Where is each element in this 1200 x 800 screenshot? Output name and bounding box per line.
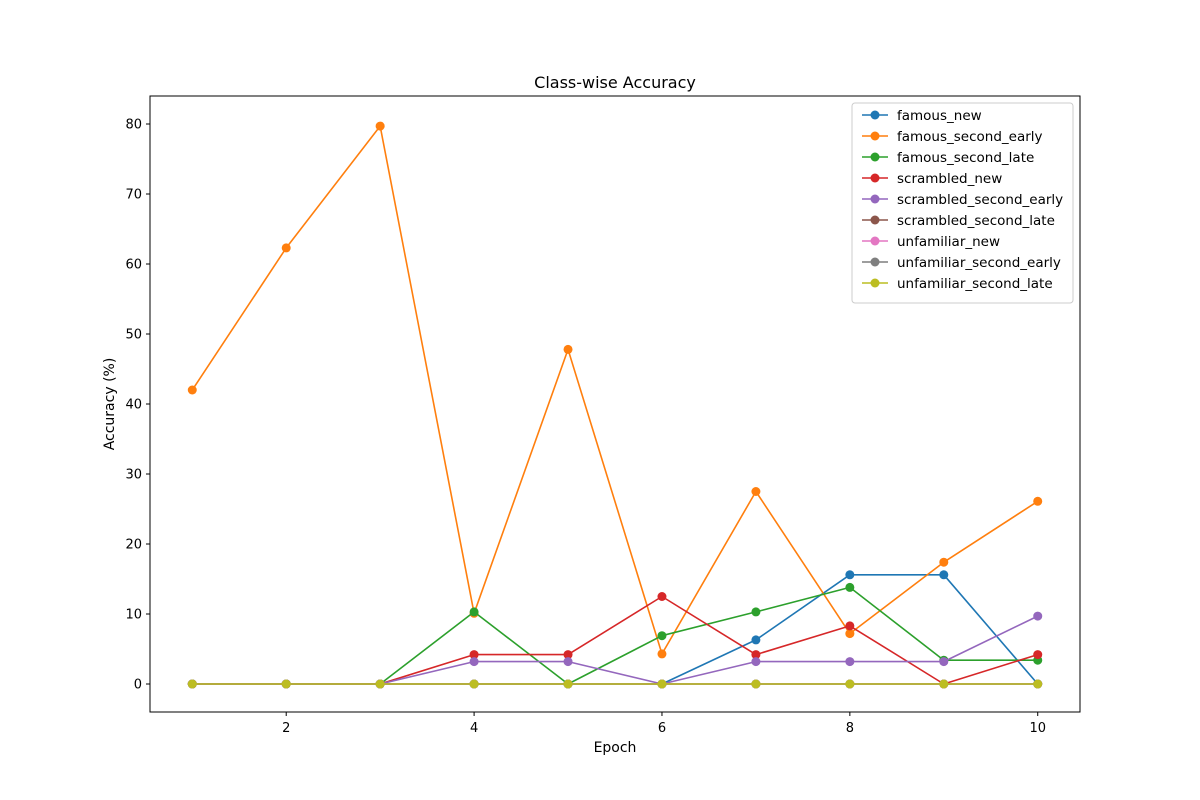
data-point: [751, 607, 761, 617]
data-point: [939, 679, 949, 689]
data-point: [563, 679, 573, 689]
legend-swatch-marker: [870, 194, 880, 204]
data-point: [281, 243, 291, 253]
y-tick-label: 10: [125, 608, 142, 623]
legend-swatch-marker: [870, 173, 880, 183]
data-point: [751, 635, 761, 645]
y-tick-label: 60: [125, 258, 142, 273]
data-point: [563, 344, 573, 354]
legend-label: scrambled_new: [897, 171, 1002, 187]
y-tick-label: 0: [134, 678, 142, 693]
legend-item: famous_new: [862, 108, 982, 124]
y-tick-label: 30: [125, 468, 142, 483]
legend-label: unfamiliar_new: [897, 234, 1000, 250]
legend-swatch-marker: [870, 131, 880, 141]
data-point: [281, 679, 291, 689]
data-point: [751, 679, 761, 689]
data-point: [939, 557, 949, 567]
data-point: [1033, 611, 1043, 621]
legend-swatch-marker: [870, 152, 880, 162]
x-tick-label: 8: [846, 721, 854, 736]
data-point: [751, 650, 761, 660]
data-point: [1033, 650, 1043, 660]
data-point: [845, 582, 855, 592]
chart-title: Class-wise Accuracy: [534, 73, 696, 92]
x-tick-label: 4: [470, 721, 478, 736]
plot-area: [187, 121, 1043, 689]
data-point: [469, 657, 479, 667]
data-point: [563, 657, 573, 667]
legend-label: scrambled_second_late: [897, 213, 1055, 229]
data-point: [187, 385, 197, 395]
legend-item: scrambled_new: [862, 171, 1002, 187]
data-point: [1033, 496, 1043, 506]
legend-item: famous_second_early: [862, 129, 1043, 145]
data-point: [563, 650, 573, 660]
legend-label: unfamiliar_second_late: [897, 276, 1053, 292]
axes: 2 4 6 8 10 0 10 20 30 40 50 60 70 80: [125, 95, 1081, 736]
x-tick-label: 6: [658, 721, 666, 736]
legend-swatch-marker: [870, 215, 880, 225]
legend-item: famous_second_late: [862, 150, 1034, 166]
data-point: [751, 487, 761, 496]
legend-item: unfamiliar_new: [862, 234, 1000, 250]
data-point: [939, 570, 949, 580]
legend: famous_new famous_second_early famous_seco…: [851, 102, 1074, 304]
legend-label: famous_second_late: [897, 150, 1034, 166]
legend-label: scrambled_second_early: [897, 192, 1063, 208]
data-point: [657, 649, 667, 659]
legend-item: unfamiliar_second_late: [862, 276, 1053, 292]
data-point: [469, 679, 479, 689]
series-line: [191, 125, 1039, 655]
legend-box: [851, 102, 1074, 304]
y-tick-label: 20: [125, 538, 142, 553]
data-point: [845, 629, 855, 639]
data-point: [657, 679, 667, 689]
legend-item: scrambled_second_late: [862, 213, 1055, 229]
data-point: [845, 657, 855, 667]
data-point: [469, 607, 479, 617]
series-famous_second_early: [187, 121, 1043, 659]
legend-swatch-marker: [870, 257, 880, 267]
data-point: [375, 121, 385, 131]
x-tick-label: 10: [1029, 721, 1046, 736]
data-point: [845, 621, 855, 631]
data-point: [657, 592, 667, 601]
data-point: [375, 679, 385, 689]
y-tick-label: 80: [125, 118, 142, 133]
legend-item: unfamiliar_second_early: [862, 255, 1061, 271]
y-tick-label: 70: [125, 188, 142, 203]
data-point: [1033, 679, 1043, 689]
legend-label: unfamiliar_second_early: [897, 255, 1061, 271]
data-point: [469, 650, 479, 660]
data-point: [939, 657, 949, 667]
y-tick-label: 50: [125, 328, 142, 343]
legend-swatch-marker: [870, 278, 880, 288]
data-point: [187, 679, 197, 689]
data-point: [845, 679, 855, 689]
data-point: [845, 570, 855, 580]
legend-label: famous_new: [897, 108, 982, 124]
data-point: [657, 631, 667, 641]
x-axis-label: Epoch: [594, 740, 637, 756]
y-tick-label: 40: [125, 398, 142, 413]
data-point: [751, 657, 761, 667]
legend-swatch-marker: [870, 236, 880, 246]
legend-item: scrambled_second_early: [862, 192, 1063, 208]
x-tick-label: 2: [282, 721, 290, 736]
y-axis-label: Accuracy (%): [102, 358, 118, 451]
series-unfamiliar_second_late: [187, 679, 1043, 689]
legend-swatch-marker: [870, 110, 880, 120]
legend-label: famous_second_early: [897, 129, 1043, 145]
